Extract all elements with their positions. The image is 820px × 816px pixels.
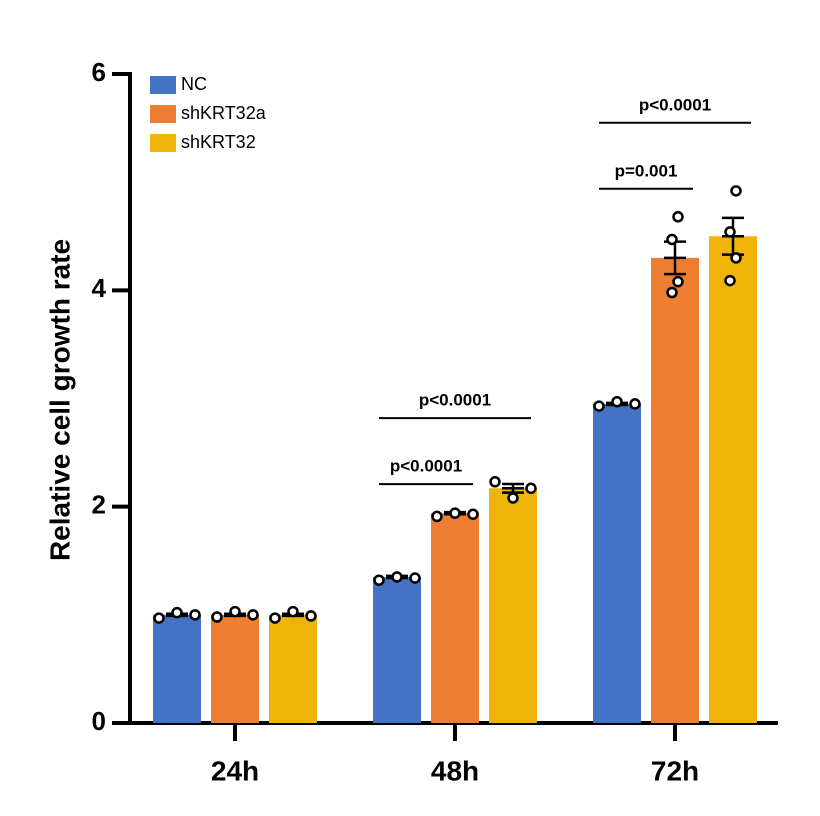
data-point bbox=[611, 395, 623, 408]
legend-label: NC bbox=[181, 74, 207, 94]
significance-label: p<0.0001 bbox=[390, 457, 462, 476]
data-point bbox=[672, 211, 684, 223]
data-point bbox=[247, 609, 259, 621]
y-tick-label: 6 bbox=[92, 57, 106, 87]
bar bbox=[431, 513, 479, 723]
significance-label: p=0.001 bbox=[615, 161, 678, 180]
data-point bbox=[409, 572, 421, 584]
data-point bbox=[489, 476, 501, 488]
x-tick-label: 48h bbox=[431, 755, 479, 786]
legend-label: shKRT32 bbox=[181, 132, 256, 152]
data-point bbox=[724, 274, 736, 287]
bar bbox=[211, 614, 259, 723]
data-point bbox=[730, 252, 742, 264]
x-tick-label: 24h bbox=[211, 755, 259, 786]
data-point bbox=[507, 492, 519, 504]
data-point bbox=[189, 609, 201, 621]
legend-swatch bbox=[150, 134, 176, 152]
data-point bbox=[666, 233, 678, 246]
legend-swatch bbox=[150, 105, 176, 123]
bar bbox=[489, 488, 537, 723]
data-point bbox=[593, 400, 605, 412]
data-point bbox=[153, 612, 165, 624]
data-point bbox=[525, 482, 537, 495]
bar bbox=[373, 576, 421, 723]
data-point bbox=[269, 612, 281, 624]
data-point bbox=[391, 571, 403, 583]
bar bbox=[153, 614, 201, 723]
y-tick-label: 4 bbox=[92, 273, 107, 303]
data-point bbox=[629, 398, 641, 410]
data-point bbox=[211, 611, 223, 623]
data-point bbox=[666, 286, 678, 299]
bar bbox=[269, 614, 317, 723]
y-tick-label: 0 bbox=[92, 706, 106, 736]
data-point bbox=[171, 606, 183, 619]
data-point bbox=[431, 510, 443, 523]
significance-label: p<0.0001 bbox=[419, 391, 491, 410]
significance-label: p<0.0001 bbox=[639, 95, 711, 114]
bar bbox=[651, 257, 699, 723]
data-point bbox=[287, 605, 299, 618]
data-point bbox=[449, 507, 461, 519]
y-axis-label: Relative cell growth rate bbox=[44, 239, 75, 561]
data-point bbox=[305, 610, 317, 622]
bar bbox=[709, 236, 757, 723]
legend-label: shKRT32a bbox=[181, 103, 267, 123]
x-tick-label: 72h bbox=[651, 755, 699, 786]
legend-swatch bbox=[150, 76, 176, 94]
data-point bbox=[672, 275, 684, 288]
data-point bbox=[730, 185, 742, 197]
data-point bbox=[373, 574, 385, 586]
bar bbox=[593, 403, 641, 723]
data-point bbox=[229, 605, 241, 618]
y-tick-label: 2 bbox=[92, 490, 106, 520]
data-point bbox=[724, 226, 736, 238]
data-point bbox=[467, 508, 479, 520]
